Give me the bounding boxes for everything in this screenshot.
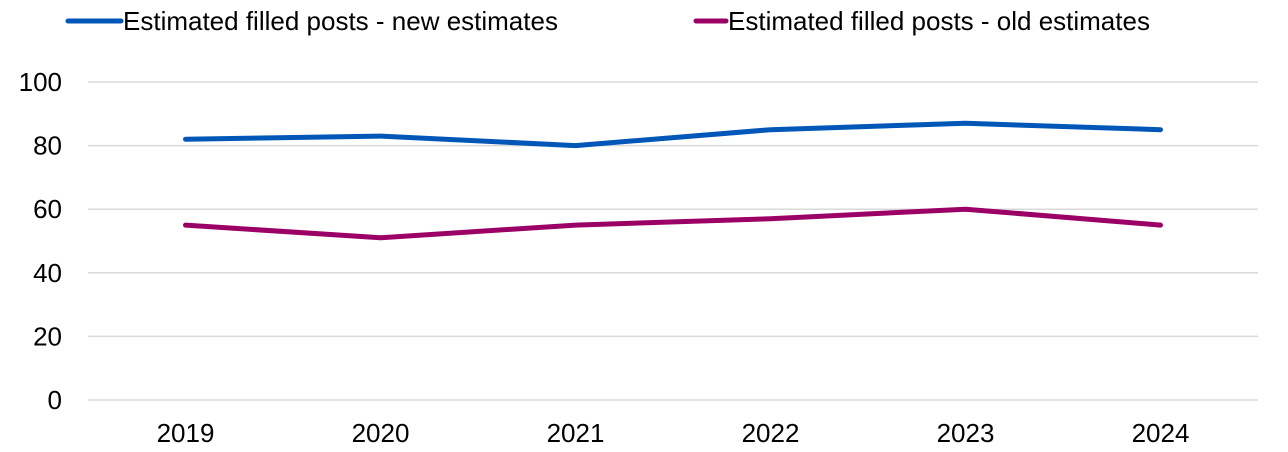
y-tick-label: 0: [48, 385, 62, 415]
x-axis-ticks: 2019 2020 2021 2022 2023 2024: [157, 418, 1190, 448]
x-tick-label: 2021: [547, 418, 605, 447]
x-tick-label: 2019: [157, 418, 215, 447]
y-tick-label: 20: [33, 321, 62, 351]
legend: Estimated filled posts - new estimates Es…: [65, 6, 1150, 36]
legend-label-2: Estimated filled posts - old estimates: [728, 6, 1150, 36]
x-tick-label: 2022: [742, 418, 800, 447]
y-tick-label: 40: [33, 258, 62, 288]
series-line-2: [183, 206, 1163, 241]
gridlines: [88, 81, 1258, 401]
y-tick-label: 80: [33, 131, 62, 161]
y-tick-label: 60: [33, 194, 62, 224]
legend-label-1: Estimated filled posts - new estimates: [123, 6, 558, 36]
series-lines: [183, 120, 1163, 241]
y-tick-label: 100: [19, 67, 62, 97]
x-tick-label: 2024: [1132, 418, 1190, 447]
y-axis-ticks: 0 20 40 60 80 100: [19, 67, 62, 415]
x-tick-label: 2020: [352, 418, 410, 447]
x-tick-label: 2023: [937, 418, 995, 447]
series-line-1: [183, 120, 1163, 149]
